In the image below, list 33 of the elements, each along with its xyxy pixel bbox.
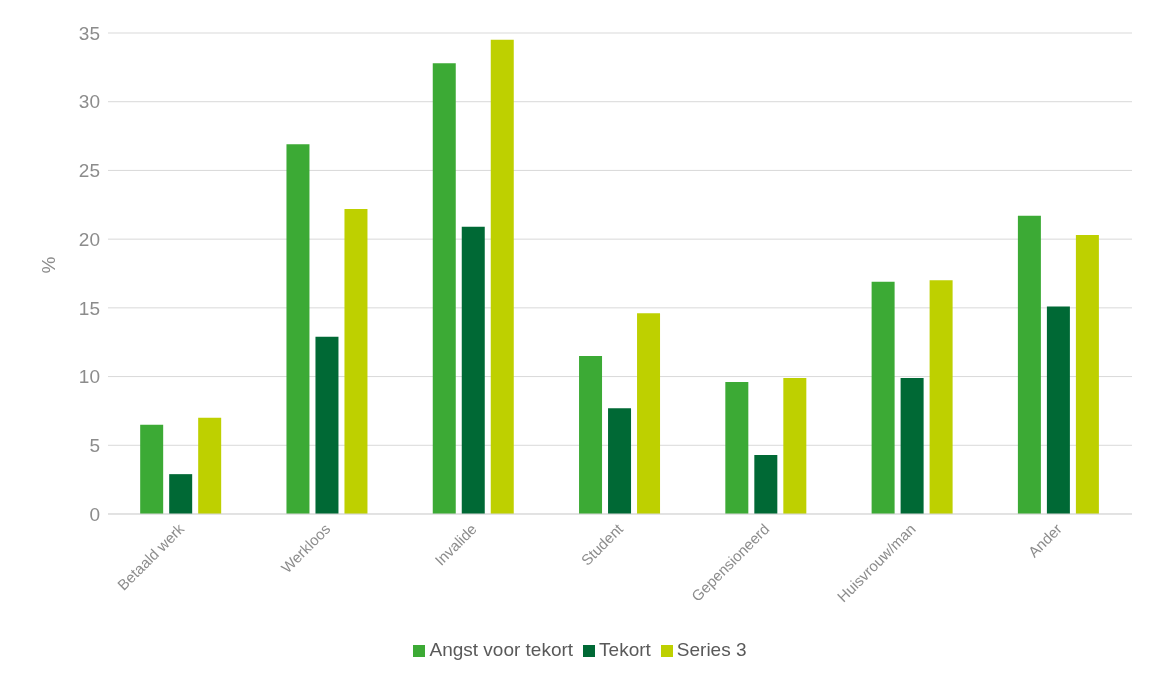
y-tick-label: 15 <box>78 297 100 319</box>
bar <box>344 208 368 514</box>
bar <box>900 377 924 514</box>
bar <box>929 280 953 514</box>
bar <box>608 408 632 514</box>
bar <box>198 417 222 514</box>
bar <box>140 424 164 514</box>
y-tick-label: 10 <box>78 366 100 388</box>
y-tick-label: 5 <box>89 435 100 457</box>
bar <box>637 313 661 514</box>
bar <box>169 474 193 514</box>
bar <box>1017 215 1041 514</box>
bar <box>725 382 749 514</box>
bar <box>1075 235 1099 514</box>
y-axis-title: % <box>37 256 59 274</box>
bar <box>579 355 603 514</box>
legend-label: Angst voor tekort <box>429 639 574 660</box>
y-tick-label: 25 <box>78 160 100 182</box>
y-tick-label: 0 <box>89 503 100 525</box>
bar <box>315 336 339 514</box>
bar <box>432 63 456 514</box>
legend-label: Series 3 <box>676 639 747 660</box>
bar <box>286 144 310 514</box>
bar <box>1046 306 1070 514</box>
bar <box>754 454 778 514</box>
bar <box>461 226 485 514</box>
bar <box>783 377 807 514</box>
y-tick-label: 30 <box>78 91 100 113</box>
y-tick-label: 35 <box>78 22 100 44</box>
legend-label: Tekort <box>599 639 651 660</box>
bar <box>871 281 895 514</box>
bar <box>490 39 514 514</box>
y-tick-label: 20 <box>78 228 100 250</box>
